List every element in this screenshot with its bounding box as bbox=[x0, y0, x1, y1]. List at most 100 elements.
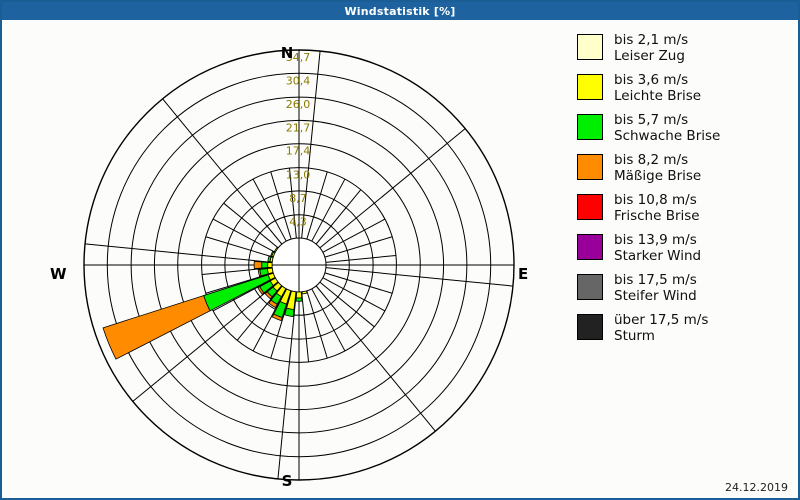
legend-swatch-1 bbox=[577, 34, 603, 60]
legend-description: Steifer Wind bbox=[614, 288, 697, 304]
legend-swatch-6 bbox=[577, 234, 603, 260]
wind-rose-svg: 4,3 8,7 13,0 17,4 21,7 26,0 30,4 34,7 bbox=[83, 49, 515, 481]
radial-tick-3: 13,0 bbox=[286, 169, 311, 182]
grid-spoke-14 bbox=[306, 290, 328, 359]
legend-item: bis 8,2 m/s Mäßige Brise bbox=[577, 152, 797, 184]
radial-tick-8: 34,7 bbox=[286, 51, 311, 64]
rose-sector-WbN-2 bbox=[267, 255, 272, 263]
rose-sector-SWbS-3 bbox=[268, 299, 278, 309]
date-stamp: 24.12.2019 bbox=[725, 481, 788, 494]
rose-sector-SWbW-3 bbox=[257, 286, 265, 295]
grid-spoke-17 bbox=[270, 290, 292, 359]
grid-spoke-25 bbox=[205, 236, 274, 258]
legend-label: bis 17,5 m/s Steifer Wind bbox=[614, 272, 697, 304]
grid-spoke-2 bbox=[311, 178, 346, 242]
rose-grid bbox=[83, 49, 515, 481]
grid-spoke-27 bbox=[223, 202, 279, 249]
legend-swatch-7 bbox=[577, 274, 603, 300]
legend-item: bis 13,9 m/s Starker Wind bbox=[577, 232, 797, 264]
rose-sector-SbW-2 bbox=[284, 307, 295, 318]
legend-speed: bis 13,9 m/s bbox=[614, 232, 697, 248]
grid-spoke-12 bbox=[315, 285, 436, 432]
grid-spoke-0 bbox=[301, 50, 321, 239]
rose-sector-WSW-3 bbox=[102, 295, 211, 360]
rose-axis-labels: 4,3 8,7 13,0 17,4 21,7 26,0 30,4 34,7 bbox=[286, 51, 311, 229]
grid-spoke-4 bbox=[319, 128, 466, 249]
legend-speed: über 17,5 m/s bbox=[614, 312, 709, 328]
compass-label-south: S bbox=[281, 472, 293, 490]
rose-sector-WbS-3 bbox=[257, 269, 262, 277]
radial-tick-5: 21,7 bbox=[286, 121, 311, 134]
grid-spoke-29 bbox=[252, 178, 287, 242]
legend-label: über 17,5 m/s Sturm bbox=[614, 312, 708, 344]
radial-tick-6: 26,0 bbox=[286, 98, 311, 111]
grid-spoke-15 bbox=[301, 291, 310, 363]
window-title-bar: Windstatistik [%] bbox=[2, 2, 798, 20]
grid-spoke-28 bbox=[162, 98, 283, 245]
legend-description: Sturm bbox=[614, 328, 655, 344]
grid-spoke-30 bbox=[270, 171, 292, 240]
grid-spoke-31 bbox=[288, 167, 297, 239]
grid-spoke-19 bbox=[236, 285, 283, 341]
radial-tick-2: 8,7 bbox=[289, 192, 307, 205]
wind-rose-plot: 4,3 8,7 13,0 17,4 21,7 26,0 30,4 34,7 N S W E bbox=[2, 20, 572, 498]
legend-description: Leichte Brise bbox=[614, 88, 702, 104]
legend-item: bis 3,6 m/s Leichte Brise bbox=[577, 72, 797, 104]
legend-label: bis 8,2 m/s Mäßige Brise bbox=[614, 152, 701, 184]
legend-swatch-3 bbox=[577, 114, 603, 140]
grid-spoke-1 bbox=[306, 171, 328, 240]
rose-sector-WNW-2 bbox=[270, 250, 275, 257]
grid-spoke-9 bbox=[324, 272, 393, 294]
legend-speed: bis 10,8 m/s bbox=[614, 192, 697, 208]
radial-tick-4: 17,4 bbox=[286, 145, 311, 158]
legend-item: bis 5,7 m/s Schwache Brise bbox=[577, 112, 797, 144]
legend-description: Schwache Brise bbox=[614, 128, 721, 144]
compass-label-east: E bbox=[518, 265, 529, 283]
rose-sector-W-3 bbox=[253, 260, 263, 270]
rose-sector-W-1 bbox=[267, 261, 273, 269]
rose-sector-SW-3 bbox=[264, 291, 273, 300]
legend-description: Starker Wind bbox=[614, 248, 702, 264]
rose-sectors bbox=[102, 246, 308, 360]
rose-sector-NWbW-1 bbox=[273, 246, 279, 253]
legend-description: Leiser Zug bbox=[614, 48, 685, 64]
grid-spoke-16 bbox=[277, 291, 297, 480]
compass-label-west: W bbox=[50, 265, 67, 283]
rose-sector-SbE-1 bbox=[301, 290, 308, 295]
grid-spoke-23 bbox=[201, 267, 273, 276]
legend-speed: bis 2,1 m/s bbox=[614, 32, 689, 48]
legend-speed: bis 8,2 m/s bbox=[614, 152, 689, 168]
window-title: Windstatistik [%] bbox=[344, 4, 456, 18]
rose-sector-W-2 bbox=[261, 261, 269, 269]
grid-spoke-20 bbox=[132, 281, 279, 402]
grid-spoke-10 bbox=[322, 277, 386, 312]
grid-spoke-5 bbox=[322, 218, 386, 253]
legend-swatch-8 bbox=[577, 314, 603, 340]
legend-item: bis 10,8 m/s Frische Brise bbox=[577, 192, 797, 224]
legend-label: bis 3,6 m/s Leichte Brise bbox=[614, 72, 701, 104]
radial-tick-1: 4,3 bbox=[289, 216, 307, 229]
legend-speed: bis 17,5 m/s bbox=[614, 272, 697, 288]
grid-spoke-3 bbox=[315, 189, 362, 245]
grid-spoke-13 bbox=[311, 288, 346, 352]
grid-spoke-26 bbox=[212, 218, 276, 253]
legend-speed: bis 3,6 m/s bbox=[614, 72, 689, 88]
grid-spoke-18 bbox=[252, 288, 287, 352]
legend-speed: bis 5,7 m/s bbox=[614, 112, 689, 128]
legend-label: bis 10,8 m/s Frische Brise bbox=[614, 192, 700, 224]
legend-swatch-2 bbox=[577, 74, 603, 100]
grid-spoke-21 bbox=[212, 277, 276, 312]
legend-label: bis 2,1 m/s Leiser Zug bbox=[614, 32, 688, 64]
legend: bis 2,1 m/s Leiser Zug bis 3,6 m/s Leichte … bbox=[577, 32, 797, 352]
grid-spoke-7 bbox=[325, 254, 397, 263]
grid-spoke-8 bbox=[325, 267, 514, 287]
legend-label: bis 5,7 m/s Schwache Brise bbox=[614, 112, 720, 144]
rose-sector-SSW-3 bbox=[271, 313, 283, 322]
radial-tick-7: 30,4 bbox=[286, 74, 311, 87]
legend-item: bis 17,5 m/s Steifer Wind bbox=[577, 272, 797, 304]
compass-label-north: N bbox=[280, 44, 294, 62]
grid-spoke-24 bbox=[84, 243, 273, 263]
legend-description: Frische Brise bbox=[614, 208, 700, 224]
legend-swatch-4 bbox=[577, 154, 603, 180]
rose-sector-S-1 bbox=[295, 291, 303, 299]
